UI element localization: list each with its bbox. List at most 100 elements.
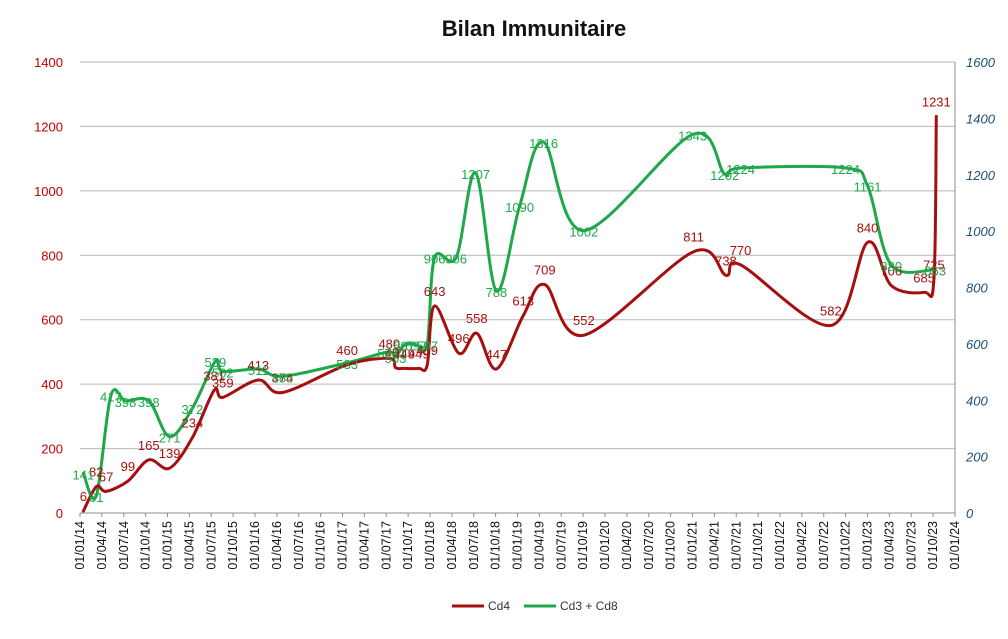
data-label-cd4: 496 xyxy=(448,331,470,346)
data-label-cd4: 451 xyxy=(385,346,407,361)
data-label-cd3-cd8: 141 xyxy=(73,467,95,482)
x-tick-label: 01/07/16 xyxy=(292,521,306,570)
y-left-tick-label: 800 xyxy=(41,248,63,263)
data-label-cd3-cd8: 597 xyxy=(406,339,428,354)
data-label-cd4: 460 xyxy=(336,343,358,358)
x-tick-label: 01/10/18 xyxy=(489,521,503,570)
x-tick-label: 01/10/22 xyxy=(839,521,853,570)
x-tick-label: 01/10/21 xyxy=(751,521,765,570)
data-label-cd4: 413 xyxy=(247,358,269,373)
x-tick-label: 01/10/17 xyxy=(401,521,415,570)
data-label-cd4: 1231 xyxy=(922,94,951,109)
data-label-cd4: 709 xyxy=(534,263,556,278)
x-tick-label: 01/10/19 xyxy=(576,521,590,570)
data-label-cd4: 459 xyxy=(416,343,438,358)
data-label-cd4: 449 xyxy=(408,346,430,361)
data-label-cd3-cd8: 1202 xyxy=(710,168,739,183)
data-label-cd4: 558 xyxy=(466,311,488,326)
x-tick-label: 01/04/20 xyxy=(620,521,634,570)
data-label-cd4: 738 xyxy=(715,253,737,268)
data-label-cd3-cd8: 1161 xyxy=(854,180,882,195)
data-label-cd3-cd8: 502 xyxy=(212,365,234,380)
data-label-cd4: 447 xyxy=(486,347,508,362)
data-label-cd3-cd8: 539 xyxy=(205,355,227,370)
y-right-tick-label: 200 xyxy=(965,450,988,465)
y-left-tick-label: 200 xyxy=(41,442,63,457)
x-tick-label: 01/01/16 xyxy=(248,521,262,570)
x-tick-label: 01/01/23 xyxy=(861,521,875,570)
legend-label-cd4: Cd4 xyxy=(488,599,510,613)
data-label-cd4: 139 xyxy=(159,446,181,461)
data-label-cd3-cd8: 417 xyxy=(100,389,122,404)
x-tick-label: 01/07/14 xyxy=(117,521,131,570)
data-label-cd4: 82 xyxy=(89,465,103,480)
x-tick-label: 01/10/20 xyxy=(664,521,678,570)
series-lines xyxy=(81,114,938,513)
data-label-cd3-cd8: 533 xyxy=(336,357,358,372)
axes: 0 200 400 600 800 1000 1200 1400 0 200 400 600 800 10… xyxy=(34,55,996,570)
y-left-tick-label: 1000 xyxy=(34,184,63,199)
data-label-cd3-cd8: 1224 xyxy=(831,162,860,177)
chart-title: Bilan Immunitaire xyxy=(442,16,627,41)
data-label-cd3-cd8: 571 xyxy=(377,346,399,361)
data-label-cd3-cd8: 906 xyxy=(424,252,446,267)
data-label-cd3-cd8: 553 xyxy=(385,351,407,366)
x-tick-label: 01/04/23 xyxy=(882,521,896,570)
data-label-cd3-cd8: 597 xyxy=(393,339,415,354)
x-tick-label: 01/04/19 xyxy=(532,521,546,570)
x-tick-label: 01/10/15 xyxy=(226,521,240,570)
y-right-tick-label: 600 xyxy=(966,337,988,352)
x-tick-label: 01/10/14 xyxy=(139,521,153,570)
legend: Cd4 Cd3 + Cd8 xyxy=(452,599,618,613)
data-label-cd4: 552 xyxy=(573,313,595,328)
data-label-cd4: 480 xyxy=(378,336,400,351)
x-tick-label: 01/01/15 xyxy=(161,521,175,570)
data-label-cd4: 6 xyxy=(80,489,87,504)
data-label-cd3-cd8: 906 xyxy=(445,252,467,267)
y-left-tick-label: 1400 xyxy=(34,55,63,70)
y-right-tick-label: 1000 xyxy=(966,224,996,239)
data-label-cd4: 449 xyxy=(393,346,415,361)
data-label-cd3-cd8: 398 xyxy=(115,395,137,410)
x-tick-label: 01/07/17 xyxy=(379,521,393,570)
data-label-cd3-cd8: 788 xyxy=(486,285,508,300)
data-label-cd3-cd8: 1002 xyxy=(569,225,598,240)
grid-lines xyxy=(80,61,955,450)
x-tick-label: 01/01/19 xyxy=(511,521,525,570)
data-label-cd3-cd8: 1343 xyxy=(678,128,707,143)
data-label-cd3-cd8: 61 xyxy=(89,490,103,505)
data-label-cd3-cd8: 485 xyxy=(272,370,294,385)
data-label-cd3-cd8: 880 xyxy=(880,259,902,274)
x-tick-label: 01/01/21 xyxy=(686,521,700,570)
data-label-cd4: 643 xyxy=(424,284,446,299)
x-tick-label: 01/04/18 xyxy=(445,521,459,570)
x-tick-label: 01/04/16 xyxy=(270,521,284,570)
x-tick-label: 01/01/14 xyxy=(73,521,87,570)
data-label-cd4: 613 xyxy=(512,294,534,309)
data-label-cd3-cd8: 1316 xyxy=(529,136,558,151)
data-label-cd3-cd8: 398 xyxy=(138,395,160,410)
x-tick-label: 01/07/22 xyxy=(817,521,831,570)
data-label-cd3-cd8: 597 xyxy=(416,339,438,354)
data-label-cd4: 582 xyxy=(820,304,842,319)
x-tick-label: 01/01/20 xyxy=(598,521,612,570)
x-tick-label: 01/04/14 xyxy=(95,521,109,570)
data-label-cd3-cd8: 271 xyxy=(159,431,181,446)
data-label-cd4: 685 xyxy=(913,270,935,285)
data-label-cd4: 359 xyxy=(212,375,234,390)
x-tick-label: 01/07/19 xyxy=(554,521,568,570)
y-right-tick-label: 800 xyxy=(966,281,988,296)
x-tick-label: 01/10/16 xyxy=(314,521,328,570)
x-tick-label: 01/07/23 xyxy=(904,521,918,570)
y-right-tick-label: 400 xyxy=(966,393,988,408)
y-left-tick-label: 1200 xyxy=(34,119,63,134)
data-label-cd3-cd8: 1207 xyxy=(461,167,490,182)
x-tick-label: 01/10/23 xyxy=(926,521,940,570)
data-label-cd3-cd8: 511 xyxy=(248,363,269,378)
data-label-cd4: 165 xyxy=(138,438,160,453)
data-label-cd4: 840 xyxy=(857,220,879,235)
y-right-tick-label: 1200 xyxy=(966,168,996,183)
y-right-tick-label: 1400 xyxy=(966,111,996,126)
